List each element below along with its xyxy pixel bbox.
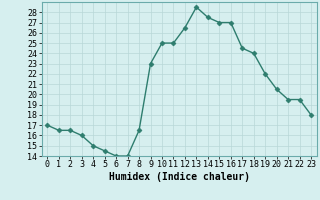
X-axis label: Humidex (Indice chaleur): Humidex (Indice chaleur) <box>109 172 250 182</box>
